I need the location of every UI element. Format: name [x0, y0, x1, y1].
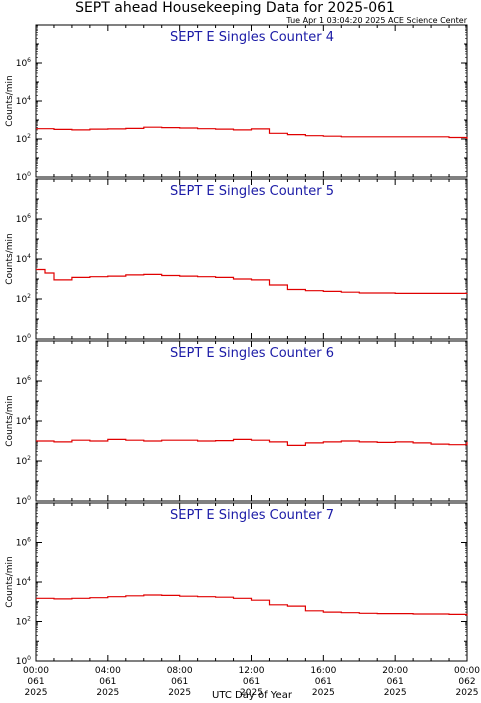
x-tick-label: 00:00 [23, 666, 49, 676]
x-tick-label: 062 [458, 677, 475, 687]
y-tick-label: 106 [16, 375, 31, 387]
y-tick-label: 106 [16, 213, 31, 225]
panel-title: SEPT E Singles Counter 6 [170, 346, 334, 361]
x-tick-label: 061 [27, 677, 44, 687]
x-tick-label: 061 [243, 677, 260, 687]
x-tick-label: 2025 [96, 688, 119, 698]
y-tick-label: 100 [16, 171, 31, 183]
x-tick-label: 061 [315, 677, 332, 687]
y-tick-label: 104 [16, 576, 31, 588]
y-tick-label: 102 [16, 455, 31, 467]
x-tick-label: 16:00 [310, 666, 336, 676]
y-axis-label: Counts/min [5, 556, 15, 607]
y-axis-label: Counts/min [5, 75, 15, 126]
chart-title: SEPT ahead Housekeeping Data for 2025-06… [75, 0, 395, 16]
y-tick-label: 102 [16, 616, 31, 628]
x-tick-label: 04:00 [95, 666, 121, 676]
y-tick-label: 102 [16, 133, 31, 145]
y-tick-label: 104 [16, 415, 31, 427]
y-axis-label: Counts/min [5, 233, 15, 284]
panel-title: SEPT E Singles Counter 7 [170, 508, 334, 523]
y-tick-label: 100 [16, 655, 31, 667]
plot-frame [35, 24, 468, 178]
y-tick-label: 104 [16, 95, 31, 107]
x-tick-label: 12:00 [239, 666, 265, 676]
x-tick-label: 2025 [25, 688, 48, 698]
series-line [36, 268, 468, 294]
y-tick-label: 106 [16, 57, 31, 69]
x-axis-label: UTC Day of Year [212, 690, 293, 701]
series-line [36, 438, 468, 446]
y-tick-label: 102 [16, 293, 31, 305]
x-tick-label: 2025 [456, 688, 479, 698]
plot-frame [35, 340, 468, 502]
x-tick-label: 061 [387, 677, 404, 687]
x-tick-label: 08:00 [167, 666, 193, 676]
y-tick-label: 100 [16, 495, 31, 507]
timestamp: Tue Apr 1 03:04:20 2025 ACE Science Cent… [285, 16, 467, 25]
y-tick-label: 104 [16, 253, 31, 265]
plot-frame [35, 502, 468, 662]
x-tick-label: 061 [171, 677, 188, 687]
x-tick-label: 2025 [312, 688, 335, 698]
x-tick-label: 20:00 [382, 666, 408, 676]
y-axis-label: Counts/min [5, 395, 15, 446]
plot-frame [35, 178, 468, 340]
series-line [36, 594, 468, 616]
x-tick-label: 2025 [384, 688, 407, 698]
y-tick-label: 106 [16, 537, 31, 549]
x-tick-label: 00:00 [454, 666, 480, 676]
panel-title: SEPT E Singles Counter 4 [170, 30, 334, 45]
x-tick-label: 2025 [168, 688, 191, 698]
x-tick-label: 2025 [240, 688, 263, 698]
series-line [36, 126, 468, 139]
y-tick-label: 100 [16, 333, 31, 345]
panel-title: SEPT E Singles Counter 5 [170, 184, 334, 199]
x-tick-label: 061 [99, 677, 116, 687]
